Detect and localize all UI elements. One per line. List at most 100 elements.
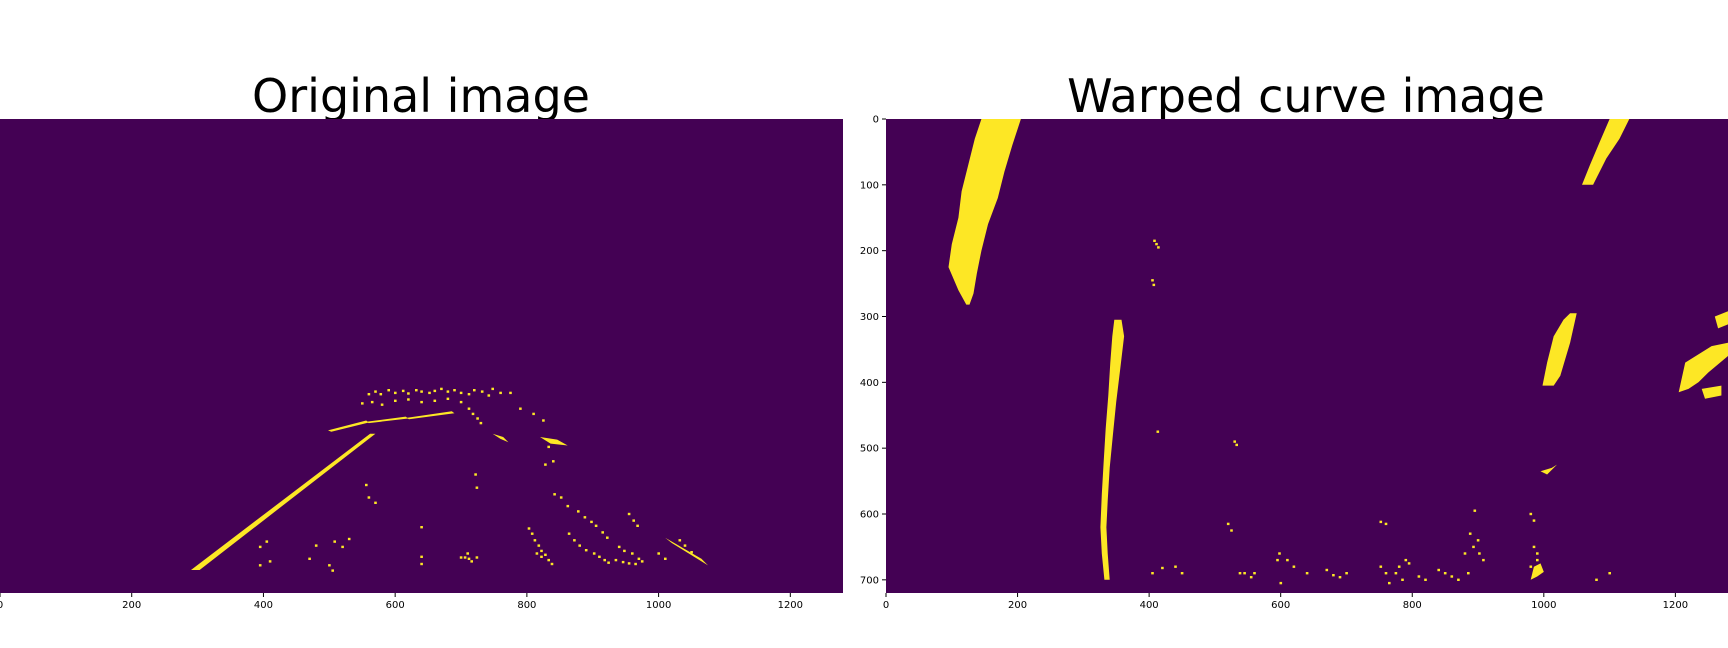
noise-pixel-27 — [1417, 575, 1421, 578]
noise-pixel-19 — [1482, 558, 1485, 562]
noise-pixel-15 — [467, 393, 471, 396]
noise-pixel-32 — [479, 421, 483, 425]
noise-pixel-3 — [1151, 279, 1154, 282]
noise-pixel-35 — [519, 407, 522, 410]
noise-pixel-25 — [1437, 568, 1440, 572]
noise-pixel-84 — [367, 496, 371, 499]
noise-pixel-78 — [631, 552, 634, 555]
noise-pixel-37 — [1338, 576, 1342, 579]
noise-pixel-90 — [347, 537, 351, 541]
panel-title-warped: Warped curve image — [1067, 69, 1545, 123]
noise-pixel-9 — [1532, 519, 1536, 522]
lane-pixels-5 — [1714, 311, 1728, 329]
noise-pixel-16 — [473, 389, 476, 392]
noise-pixel-102 — [475, 556, 479, 559]
lane-pixels-0 — [948, 119, 1021, 305]
noise-pixel-39 — [1325, 568, 1329, 572]
noise-pixel-49 — [606, 536, 609, 539]
noise-pixel-41 — [553, 493, 556, 496]
y-tick-label-3: 300 — [860, 312, 879, 323]
noise-pixel-34 — [1384, 572, 1388, 575]
noise-pixel-62 — [578, 544, 581, 547]
noise-pixel-93 — [308, 557, 311, 560]
noise-pixel-109 — [664, 557, 667, 560]
noise-pixel-5 — [1156, 430, 1160, 433]
noise-pixel-53 — [537, 544, 541, 547]
noise-pixel-31 — [1394, 572, 1398, 575]
lane-pixels-6 — [665, 537, 708, 566]
noise-pixel-68 — [614, 558, 618, 562]
panel-original: Original image 0 200 400 600 800 1000 1200 — [0, 69, 843, 611]
noise-pixel-25 — [420, 400, 423, 404]
noise-pixel-20 — [361, 402, 364, 405]
noise-pixel-29 — [467, 407, 471, 410]
noise-pixel-106 — [258, 564, 262, 567]
noise-pixel-32 — [1401, 578, 1404, 581]
noise-pixel-11 — [1536, 552, 1539, 555]
x-tick-label-0: 0 — [0, 600, 3, 611]
noise-pixel-18 — [491, 387, 494, 391]
y-tick-label-0: 0 — [873, 115, 879, 126]
x-tick-label-1: 200 — [122, 600, 141, 611]
x-tick-label-5: 1000 — [646, 600, 671, 611]
noise-pixel-44 — [577, 510, 580, 513]
noise-pixel-71 — [634, 562, 637, 566]
noise-pixel-21 — [1467, 572, 1470, 575]
noise-pixel-47 — [594, 524, 598, 527]
noise-pixel-10 — [433, 389, 437, 393]
lane-pixels-4 — [1678, 342, 1728, 393]
y-tick-label-4: 400 — [860, 378, 879, 389]
noise-pixel-35 — [1379, 565, 1383, 568]
noise-pixel-67 — [607, 561, 610, 564]
noise-pixel-8 — [420, 390, 423, 393]
lane-pixels-1 — [328, 420, 369, 432]
noise-pixel-56 — [547, 558, 550, 562]
noise-pixel-9 — [428, 391, 431, 395]
noise-pixel-79 — [637, 557, 641, 560]
noise-pixel-46 — [1243, 572, 1246, 575]
noise-pixel-43 — [1279, 581, 1283, 585]
noise-pixel-26 — [433, 399, 437, 402]
y-tick-label-7: 700 — [860, 575, 879, 586]
noise-pixel-103 — [420, 562, 423, 566]
noise-pixel-27 — [446, 397, 450, 400]
noise-pixel-23 — [1450, 575, 1454, 578]
noise-pixel-50 — [1174, 565, 1177, 568]
noise-pixel-82 — [678, 539, 682, 542]
noise-pixel-5 — [401, 389, 405, 393]
noise-pixel-2 — [1157, 246, 1160, 249]
noise-pixel-89 — [333, 540, 336, 543]
noise-pixel-7 — [1235, 443, 1238, 447]
noise-pixel-52 — [1161, 566, 1164, 570]
noise-pixel-41 — [1292, 565, 1296, 568]
x-tick-label-4: 800 — [1403, 600, 1422, 611]
x-tick-label-5: 1000 — [1531, 600, 1556, 611]
noise-pixel-105 — [331, 569, 334, 572]
noise-pixel-74 — [632, 519, 635, 522]
noise-pixel-28 — [459, 400, 463, 404]
noise-pixel-81 — [683, 544, 687, 547]
noise-pixel-12 — [446, 390, 450, 393]
noise-pixel-36 — [1345, 572, 1348, 575]
noise-pixel-104 — [328, 564, 331, 567]
noise-pixel-15 — [1476, 539, 1480, 542]
noise-pixel-47 — [1238, 572, 1242, 575]
noise-pixel-33 — [487, 394, 491, 397]
noise-pixel-37 — [542, 419, 545, 422]
noise-pixel-53 — [1151, 572, 1154, 575]
noise-pixel-91 — [341, 545, 344, 549]
y-tick-label-6: 600 — [860, 510, 879, 521]
lane-pixels-0 — [191, 433, 376, 570]
noise-pixel-87 — [474, 473, 477, 476]
noise-pixel-3 — [387, 389, 390, 392]
warped-image — [886, 119, 1728, 593]
noise-pixel-59 — [535, 552, 539, 555]
noise-pixel-95 — [258, 545, 262, 549]
noise-pixel-20 — [1463, 552, 1467, 555]
noise-pixel-61 — [573, 539, 576, 542]
noise-pixel-8 — [1529, 512, 1533, 516]
noise-pixel-80 — [690, 551, 693, 554]
x-axis-warped: 0 200 400 600 800 1000 1200 — [883, 593, 1688, 611]
noise-pixel-72 — [640, 560, 644, 563]
noise-pixel-23 — [394, 399, 397, 402]
